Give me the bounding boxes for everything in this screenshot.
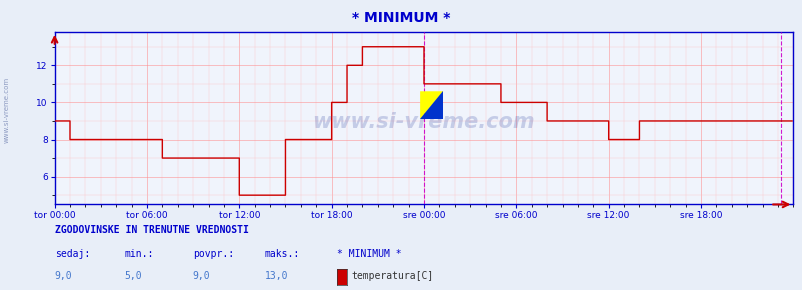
Text: * MINIMUM *: * MINIMUM * xyxy=(337,249,401,259)
Text: sedaj:: sedaj: xyxy=(55,249,90,259)
Text: maks.:: maks.: xyxy=(265,249,300,259)
Text: www.si-vreme.com: www.si-vreme.com xyxy=(3,77,10,143)
Text: min.:: min.: xyxy=(124,249,154,259)
Text: www.si-vreme.com: www.si-vreme.com xyxy=(312,112,535,132)
Text: temperatura[C]: temperatura[C] xyxy=(351,271,433,281)
Text: 9,0: 9,0 xyxy=(55,271,72,281)
Text: ZGODOVINSKE IN TRENUTNE VREDNOSTI: ZGODOVINSKE IN TRENUTNE VREDNOSTI xyxy=(55,225,248,235)
Text: povpr.:: povpr.: xyxy=(192,249,233,259)
Text: * MINIMUM *: * MINIMUM * xyxy=(352,11,450,25)
Polygon shape xyxy=(419,91,443,119)
Text: 13,0: 13,0 xyxy=(265,271,288,281)
Text: 5,0: 5,0 xyxy=(124,271,142,281)
Polygon shape xyxy=(419,91,443,119)
Text: 9,0: 9,0 xyxy=(192,271,210,281)
